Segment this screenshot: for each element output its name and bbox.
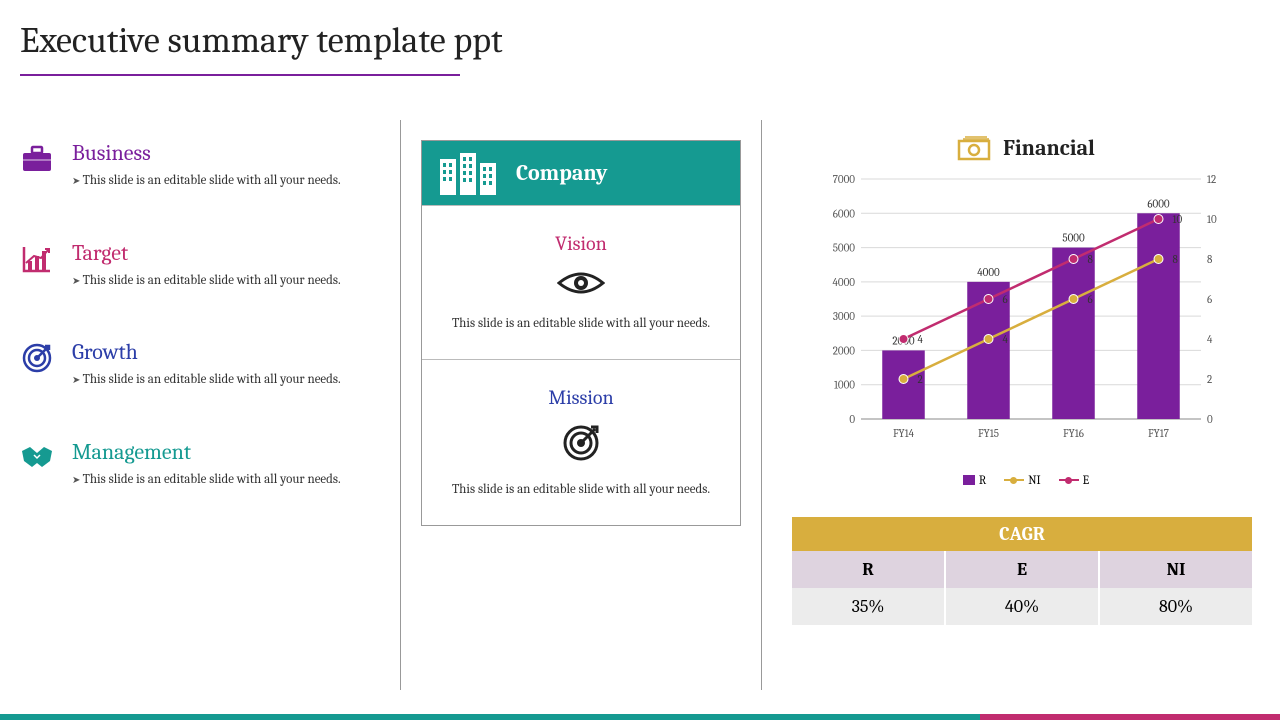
svg-text:7000: 7000	[833, 173, 856, 186]
svg-text:2000: 2000	[833, 344, 856, 357]
company-header: Company	[422, 141, 740, 205]
legend-ni: .lg-line[style*='d8ae3e']::after{backgro…	[1004, 473, 1040, 487]
item-heading: Target	[72, 240, 341, 266]
svg-text:8: 8	[1207, 253, 1213, 266]
content-area: Business This slide is an editable slide…	[20, 120, 1260, 690]
svg-text:10: 10	[1207, 213, 1217, 226]
cagr-value: 40%	[946, 588, 1100, 625]
item-desc: This slide is an editable slide with all…	[72, 172, 341, 190]
svg-text:4: 4	[1207, 333, 1213, 346]
item-business: Business This slide is an editable slide…	[20, 140, 380, 190]
svg-text:8: 8	[1173, 253, 1179, 266]
right-column: Financial 0 1000 2000 3000 4000 5000 6000 7000 0…	[782, 120, 1260, 690]
svg-text:6: 6	[1003, 293, 1008, 306]
left-column: Business This slide is an editable slide…	[20, 120, 380, 690]
money-icon	[957, 135, 993, 161]
divider	[761, 120, 762, 690]
svg-text:FY15: FY15	[978, 427, 999, 440]
buildings-icon	[438, 151, 498, 195]
svg-text:6000: 6000	[1147, 197, 1170, 210]
divider	[400, 120, 401, 690]
svg-text:10: 10	[1173, 213, 1183, 226]
svg-text:1000: 1000	[834, 379, 855, 392]
cagr-title: CAGR	[792, 517, 1252, 551]
financial-label: Financial	[1003, 135, 1095, 161]
svg-text:5000: 5000	[1062, 232, 1085, 245]
cagr-col-label: R	[792, 551, 946, 588]
svg-text:4000: 4000	[833, 276, 856, 289]
briefcase-icon	[20, 142, 54, 176]
svg-text:5000: 5000	[833, 242, 856, 255]
svg-text:0: 0	[1207, 413, 1213, 426]
item-management: Management This slide is an editable sli…	[20, 439, 380, 489]
company-box: Company Vision This slide is an editable…	[421, 140, 741, 526]
legend-r: R	[963, 473, 986, 487]
item-desc: This slide is an editable slide with all…	[72, 272, 341, 290]
middle-column: Company Vision This slide is an editable…	[421, 120, 741, 690]
svg-text:6000: 6000	[833, 207, 856, 220]
legend-e: .lg-line[style*='c12c6f']::after{backgro…	[1059, 473, 1089, 487]
item-desc: This slide is an editable slide with all…	[72, 471, 341, 489]
svg-text:8: 8	[1088, 253, 1094, 266]
target2-icon	[440, 423, 722, 467]
chart-legend: R .lg-line[style*='d8ae3e']::after{backg…	[792, 473, 1260, 487]
cagr-value: 80%	[1100, 588, 1252, 625]
cagr-label-row: R E NI	[792, 551, 1252, 588]
svg-text:6: 6	[1088, 293, 1093, 306]
item-target: Target This slide is an editable slide w…	[20, 240, 380, 290]
vision-desc: This slide is an editable slide with all…	[440, 315, 722, 333]
vision-block: Vision This slide is an editable slide w…	[422, 205, 740, 359]
svg-text:4000: 4000	[977, 266, 1000, 279]
svg-text:4: 4	[1003, 333, 1009, 346]
item-desc: This slide is an editable slide with all…	[72, 371, 341, 389]
eye-icon	[440, 269, 722, 301]
svg-text:6: 6	[1207, 293, 1212, 306]
page-title: Executive summary template ppt	[20, 20, 503, 61]
handshake-icon	[20, 441, 54, 475]
svg-text:0: 0	[849, 413, 855, 426]
financial-title: Financial	[792, 135, 1260, 161]
cagr-col-label: NI	[1100, 551, 1252, 588]
svg-text:2: 2	[918, 373, 923, 386]
mission-desc: This slide is an editable slide with all…	[440, 481, 722, 499]
cagr-col-label: E	[946, 551, 1100, 588]
svg-text:2: 2	[1207, 373, 1212, 386]
mission-label: Mission	[440, 386, 722, 409]
item-growth: Growth This slide is an editable slide w…	[20, 339, 380, 389]
bottom-accent	[0, 714, 1280, 720]
target-icon	[20, 341, 54, 375]
svg-text:4: 4	[918, 333, 924, 346]
item-heading: Growth	[72, 339, 341, 365]
cagr-value: 35%	[792, 588, 946, 625]
financial-chart: 0100020003000400050006000700002468101220…	[811, 169, 1241, 469]
cagr-value-row: 35% 40% 80%	[792, 588, 1252, 625]
company-title: Company	[516, 160, 607, 186]
svg-text:FY14: FY14	[893, 427, 915, 440]
svg-text:FY16: FY16	[1063, 427, 1084, 440]
title-underline	[20, 74, 460, 76]
vision-label: Vision	[440, 232, 722, 255]
svg-text:12: 12	[1207, 173, 1216, 186]
svg-text:FY17: FY17	[1148, 427, 1169, 440]
cagr-table: CAGR R E NI 35% 40% 80%	[792, 517, 1252, 625]
item-heading: Business	[72, 140, 341, 166]
mission-block: Mission This slide is an editable slide …	[422, 359, 740, 525]
item-heading: Management	[72, 439, 341, 465]
svg-text:3000: 3000	[833, 310, 855, 323]
chart-icon	[20, 242, 54, 276]
